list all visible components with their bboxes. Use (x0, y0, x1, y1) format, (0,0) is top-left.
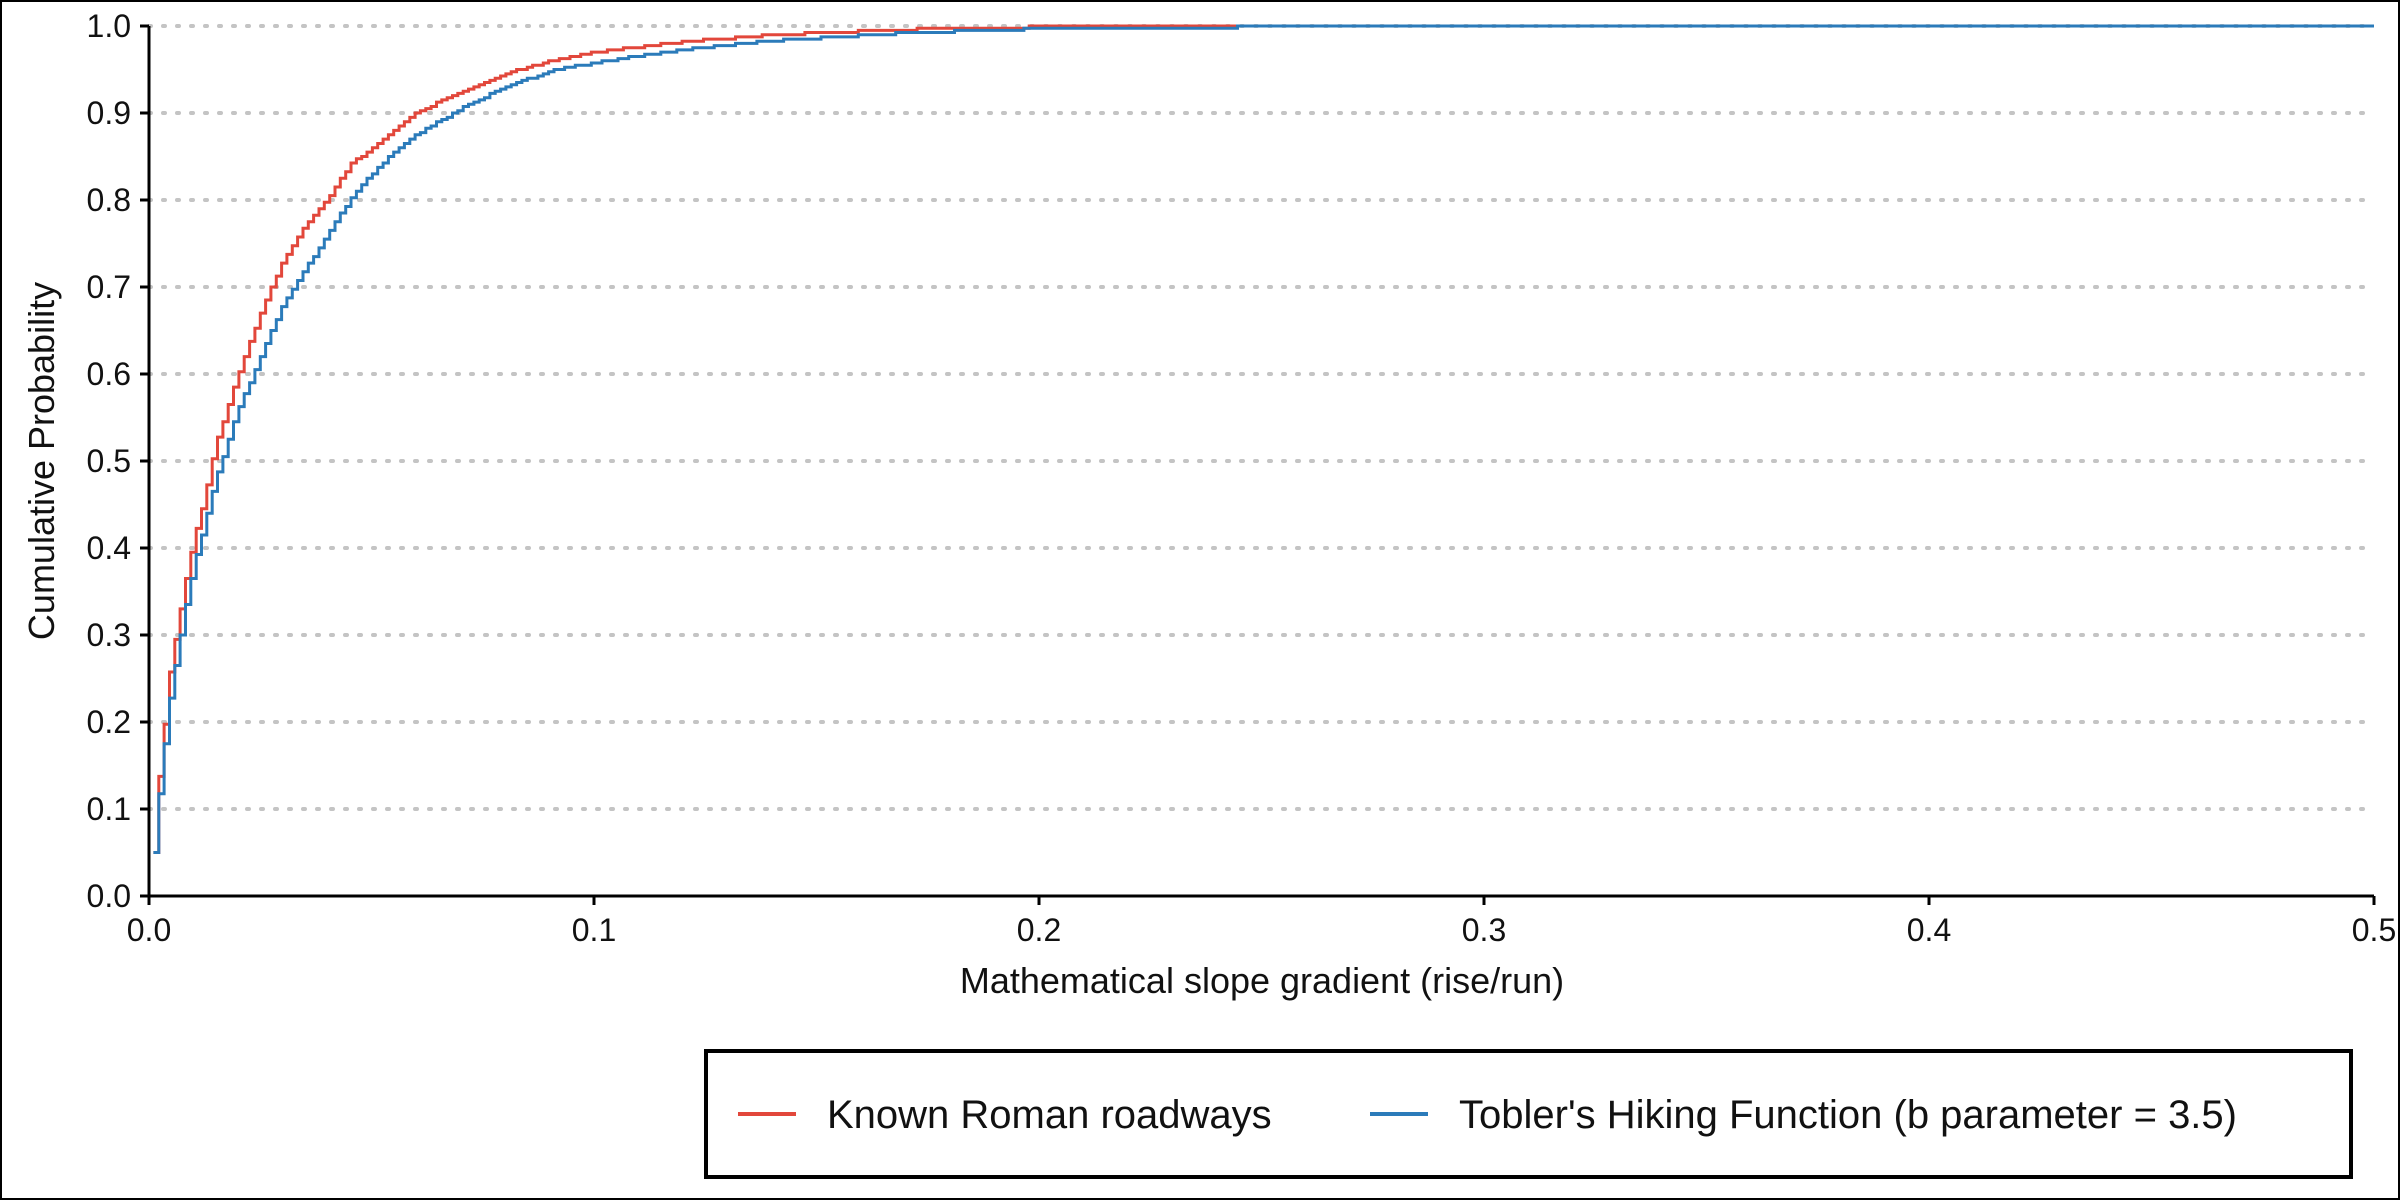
legend-label-roman: Known Roman roadways (827, 1093, 1272, 1137)
x-tick-label: 0.1 (572, 912, 616, 948)
y-tick-label: 0.3 (87, 617, 131, 653)
y-tick-label: 1.0 (87, 8, 131, 44)
x-axis-title: Mathematical slope gradient (rise/run) (960, 960, 1564, 1001)
y-axis-title: Cumulative Probability (21, 282, 62, 640)
series-lines (153, 24, 2374, 854)
legend-box (704, 1049, 2353, 1179)
y-tick-label: 0.4 (87, 530, 131, 566)
gridlines (147, 24, 2376, 811)
y-tick-label: 0.7 (87, 269, 131, 305)
series-line-roman-roadways (153, 24, 2374, 854)
y-tick-label: 0.2 (87, 704, 131, 740)
legend-label-tobler: Tobler's Hiking Function (b parameter = … (1459, 1093, 2237, 1137)
legend: Known Roman roadways Tobler's Hiking Fun… (704, 1049, 2353, 1179)
y-tick-label: 0.5 (87, 443, 131, 479)
y-tick-label: 0.1 (87, 791, 131, 827)
x-tick-label: 0.0 (127, 912, 171, 948)
x-tick-label: 0.2 (1017, 912, 1061, 948)
x-tick-label: 0.4 (1907, 912, 1951, 948)
series-line-tobler-hiking (153, 24, 2374, 854)
x-tick-label: 0.5 (2352, 912, 2396, 948)
ticks: 0.0 0.1 0.2 0.3 0.4 0.5 0.6 0.7 0.8 0.9 1.0 0.0 0.1 0… (87, 8, 2397, 948)
y-tick-label: 0.0 (87, 878, 131, 914)
y-tick-label: 0.6 (87, 356, 131, 392)
x-tick-label: 0.3 (1462, 912, 1506, 948)
y-tick-label: 0.8 (87, 182, 131, 218)
y-tick-label: 0.9 (87, 95, 131, 131)
